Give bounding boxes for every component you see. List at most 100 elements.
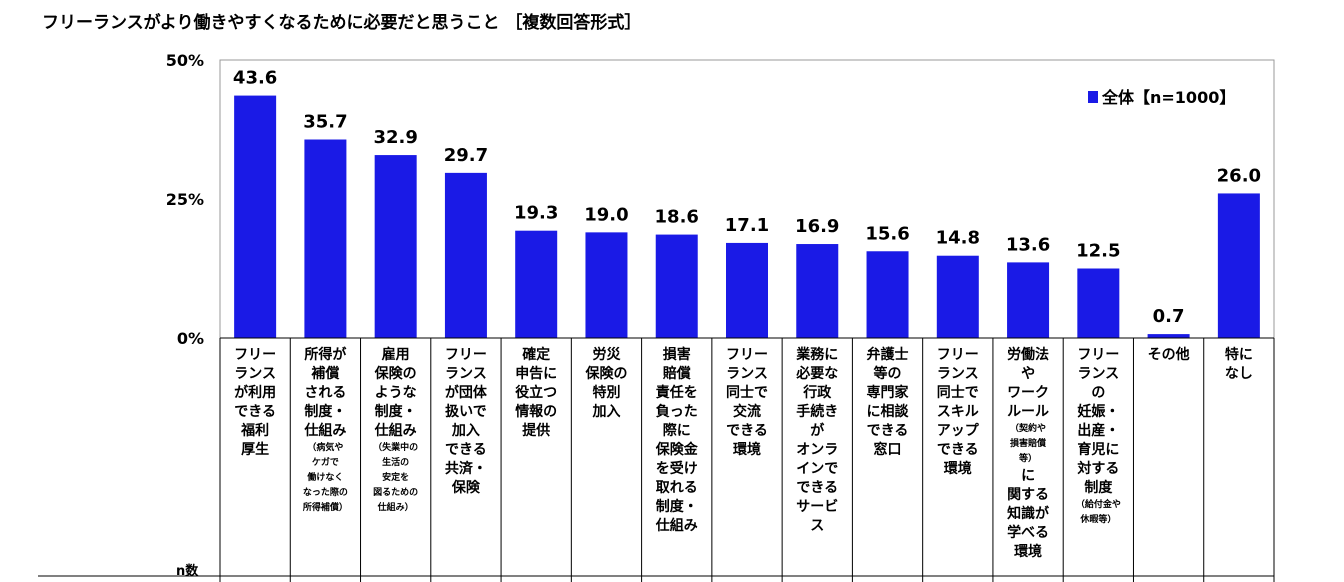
category-label-line: 確定 (522, 347, 551, 363)
category-label-line: 所得が (304, 347, 347, 363)
bar (655, 234, 698, 338)
y-tick-label: 25% (166, 190, 204, 209)
category-label: 所得が 補償 される 制度・ 仕組み （病気や ケガで 働けなく なった際の 所得補償） (291, 346, 359, 516)
category-label: 労災 保険の 特別 加入 (572, 346, 640, 422)
category-label-line: フリー (726, 347, 768, 363)
category-label-line: 情報の (515, 404, 558, 420)
category-label-line: 同士で (936, 385, 979, 401)
category-label-line: フリー (1077, 347, 1120, 363)
category-label-line: 学べる (1007, 525, 1050, 541)
bar (726, 242, 768, 338)
bar-value-label: 0.7 (1153, 306, 1185, 327)
y-tick-label: 50% (166, 51, 204, 70)
category-label: 労働法やワーク ルール （契約や 損害賠償 等） に関する 知識が 学べる 環境 (994, 346, 1062, 562)
category-label-line: 制度・ (374, 404, 417, 420)
category-label: フリー ランス が団体 扱いで 加入 できる 共済・ 保険 (432, 346, 500, 498)
category-label-line: 交流 (733, 404, 761, 420)
category-label-note: （給付金や (1075, 500, 1121, 510)
bar (1077, 268, 1120, 338)
category-label-line: フリー (936, 347, 979, 363)
category-label: 業務に 必要な 行政 手続きがオンラ インで できる サービス (783, 346, 851, 536)
bar-value-label: 14.8 (936, 228, 980, 249)
bar-value-label: 35.7 (303, 112, 347, 133)
category-label-line: できる (234, 404, 276, 420)
category-label-line: される (304, 385, 347, 401)
category-label-line: ランス (1077, 366, 1120, 382)
category-label-line: 雇用 (381, 347, 410, 363)
category-label-line: 福利 (241, 423, 270, 439)
category-label-note: 所得補償） (302, 503, 348, 513)
category-label-line: 提供 (522, 423, 551, 439)
category-label-line: 制度・ (655, 499, 698, 515)
category-label-line: に相談 (866, 404, 909, 420)
category-label: 雇用 保険の ような 制度・ 仕組み （失業中の 生活の 安定を 図るための 仕組み） (362, 346, 430, 516)
category-label-line: ルール (1007, 404, 1050, 420)
category-label: フリー ランスの妊娠・ 出産・ 育児に 対する 制度 （給付金や 休暇等） (1064, 346, 1132, 528)
bar-value-label: 19.3 (514, 203, 558, 224)
category-label-line: 扱いで (445, 404, 487, 420)
category-label-line: 特に (1224, 347, 1253, 363)
bar-value-label: 16.9 (795, 216, 839, 237)
bar (515, 230, 558, 338)
bar-value-label: 15.6 (865, 223, 909, 244)
category-label-line: が (810, 423, 825, 439)
category-label-line: インで (796, 461, 839, 477)
category-label: 損害 賠償 責任を 負った 際に 保険金 を受け 取れる 制度・ 仕組み (643, 346, 711, 536)
category-label-line: 仕組み (374, 423, 417, 439)
category-label-line: アップ (936, 423, 979, 439)
category-label: フリー ランス 同士で 交流 できる 環境 (713, 346, 781, 460)
category-label-line: 行政 (803, 385, 832, 401)
category-label-line: できる (936, 442, 979, 458)
category-label-note: 生活の (382, 458, 410, 468)
category-label-note: （病気や (307, 443, 344, 453)
chart-title: フリーランスがより働きやすくなるために必要だと思うこと ［複数回答形式］ (42, 13, 642, 33)
category-label-line: 負った (655, 404, 698, 420)
bar (374, 155, 417, 338)
bar (796, 244, 839, 338)
category-label-line: できる (796, 480, 839, 496)
category-label: フリー ランス が利用 できる 福利 厚生 (221, 346, 289, 460)
category-label-line: 加入 (592, 404, 621, 420)
y-tick-label: 0% (177, 329, 204, 348)
category-label-line: の (1091, 385, 1106, 401)
category-label-line: 仕組み (655, 518, 698, 534)
category-label-note: ケガで (311, 458, 339, 468)
category-label-note: 図るための (373, 488, 419, 498)
category-label: 特に なし (1205, 346, 1273, 384)
category-label-line: 補償 (311, 366, 340, 382)
category-label: 確定 申告に 役立つ 情報の 提供 (502, 346, 570, 441)
category-label-line: 制度・ (304, 404, 347, 420)
category-label-line: 保険の (374, 366, 417, 382)
category-label-line: 責任を (655, 385, 698, 401)
bar (585, 232, 628, 338)
category-label-line: 環境 (943, 461, 972, 477)
category-label-line: 専門家 (866, 385, 909, 401)
bar-value-label: 17.1 (725, 215, 769, 236)
category-label-line: 環境 (1014, 544, 1043, 560)
category-label-line: 特別 (592, 385, 621, 401)
category-label-line: 環境 (733, 442, 761, 458)
legend-swatch (1088, 91, 1098, 103)
category-label-note: 安定を (382, 473, 410, 483)
category-label-line: や (1021, 366, 1036, 382)
category-label-line: 手続き (796, 404, 839, 420)
bar-value-label: 12.5 (1076, 241, 1120, 262)
bar (866, 251, 909, 338)
category-label-note: 働けなく (307, 473, 344, 483)
legend-label: 全体【n=1000】 (1101, 88, 1235, 107)
category-label-line: ランス (234, 366, 276, 382)
bar-value-label: 13.6 (1006, 234, 1050, 255)
category-label-line: 加入 (451, 423, 480, 439)
category-label-note: 損害賠償 (1010, 439, 1047, 449)
category-label-line: 必要な (796, 366, 839, 382)
category-label-line: 保険 (451, 480, 480, 496)
bar (1147, 334, 1190, 338)
category-label-line: ランス (445, 366, 487, 382)
category-label-note: 等） (1019, 454, 1038, 464)
category-label-line: を受け (655, 461, 698, 477)
category-label-line: に (1021, 468, 1036, 484)
n-count-label: n数 (176, 564, 199, 579)
category-label-line: フリー (234, 347, 277, 363)
category-label-line: 知識が (1007, 506, 1050, 522)
category-label-line: ランス (936, 366, 979, 382)
